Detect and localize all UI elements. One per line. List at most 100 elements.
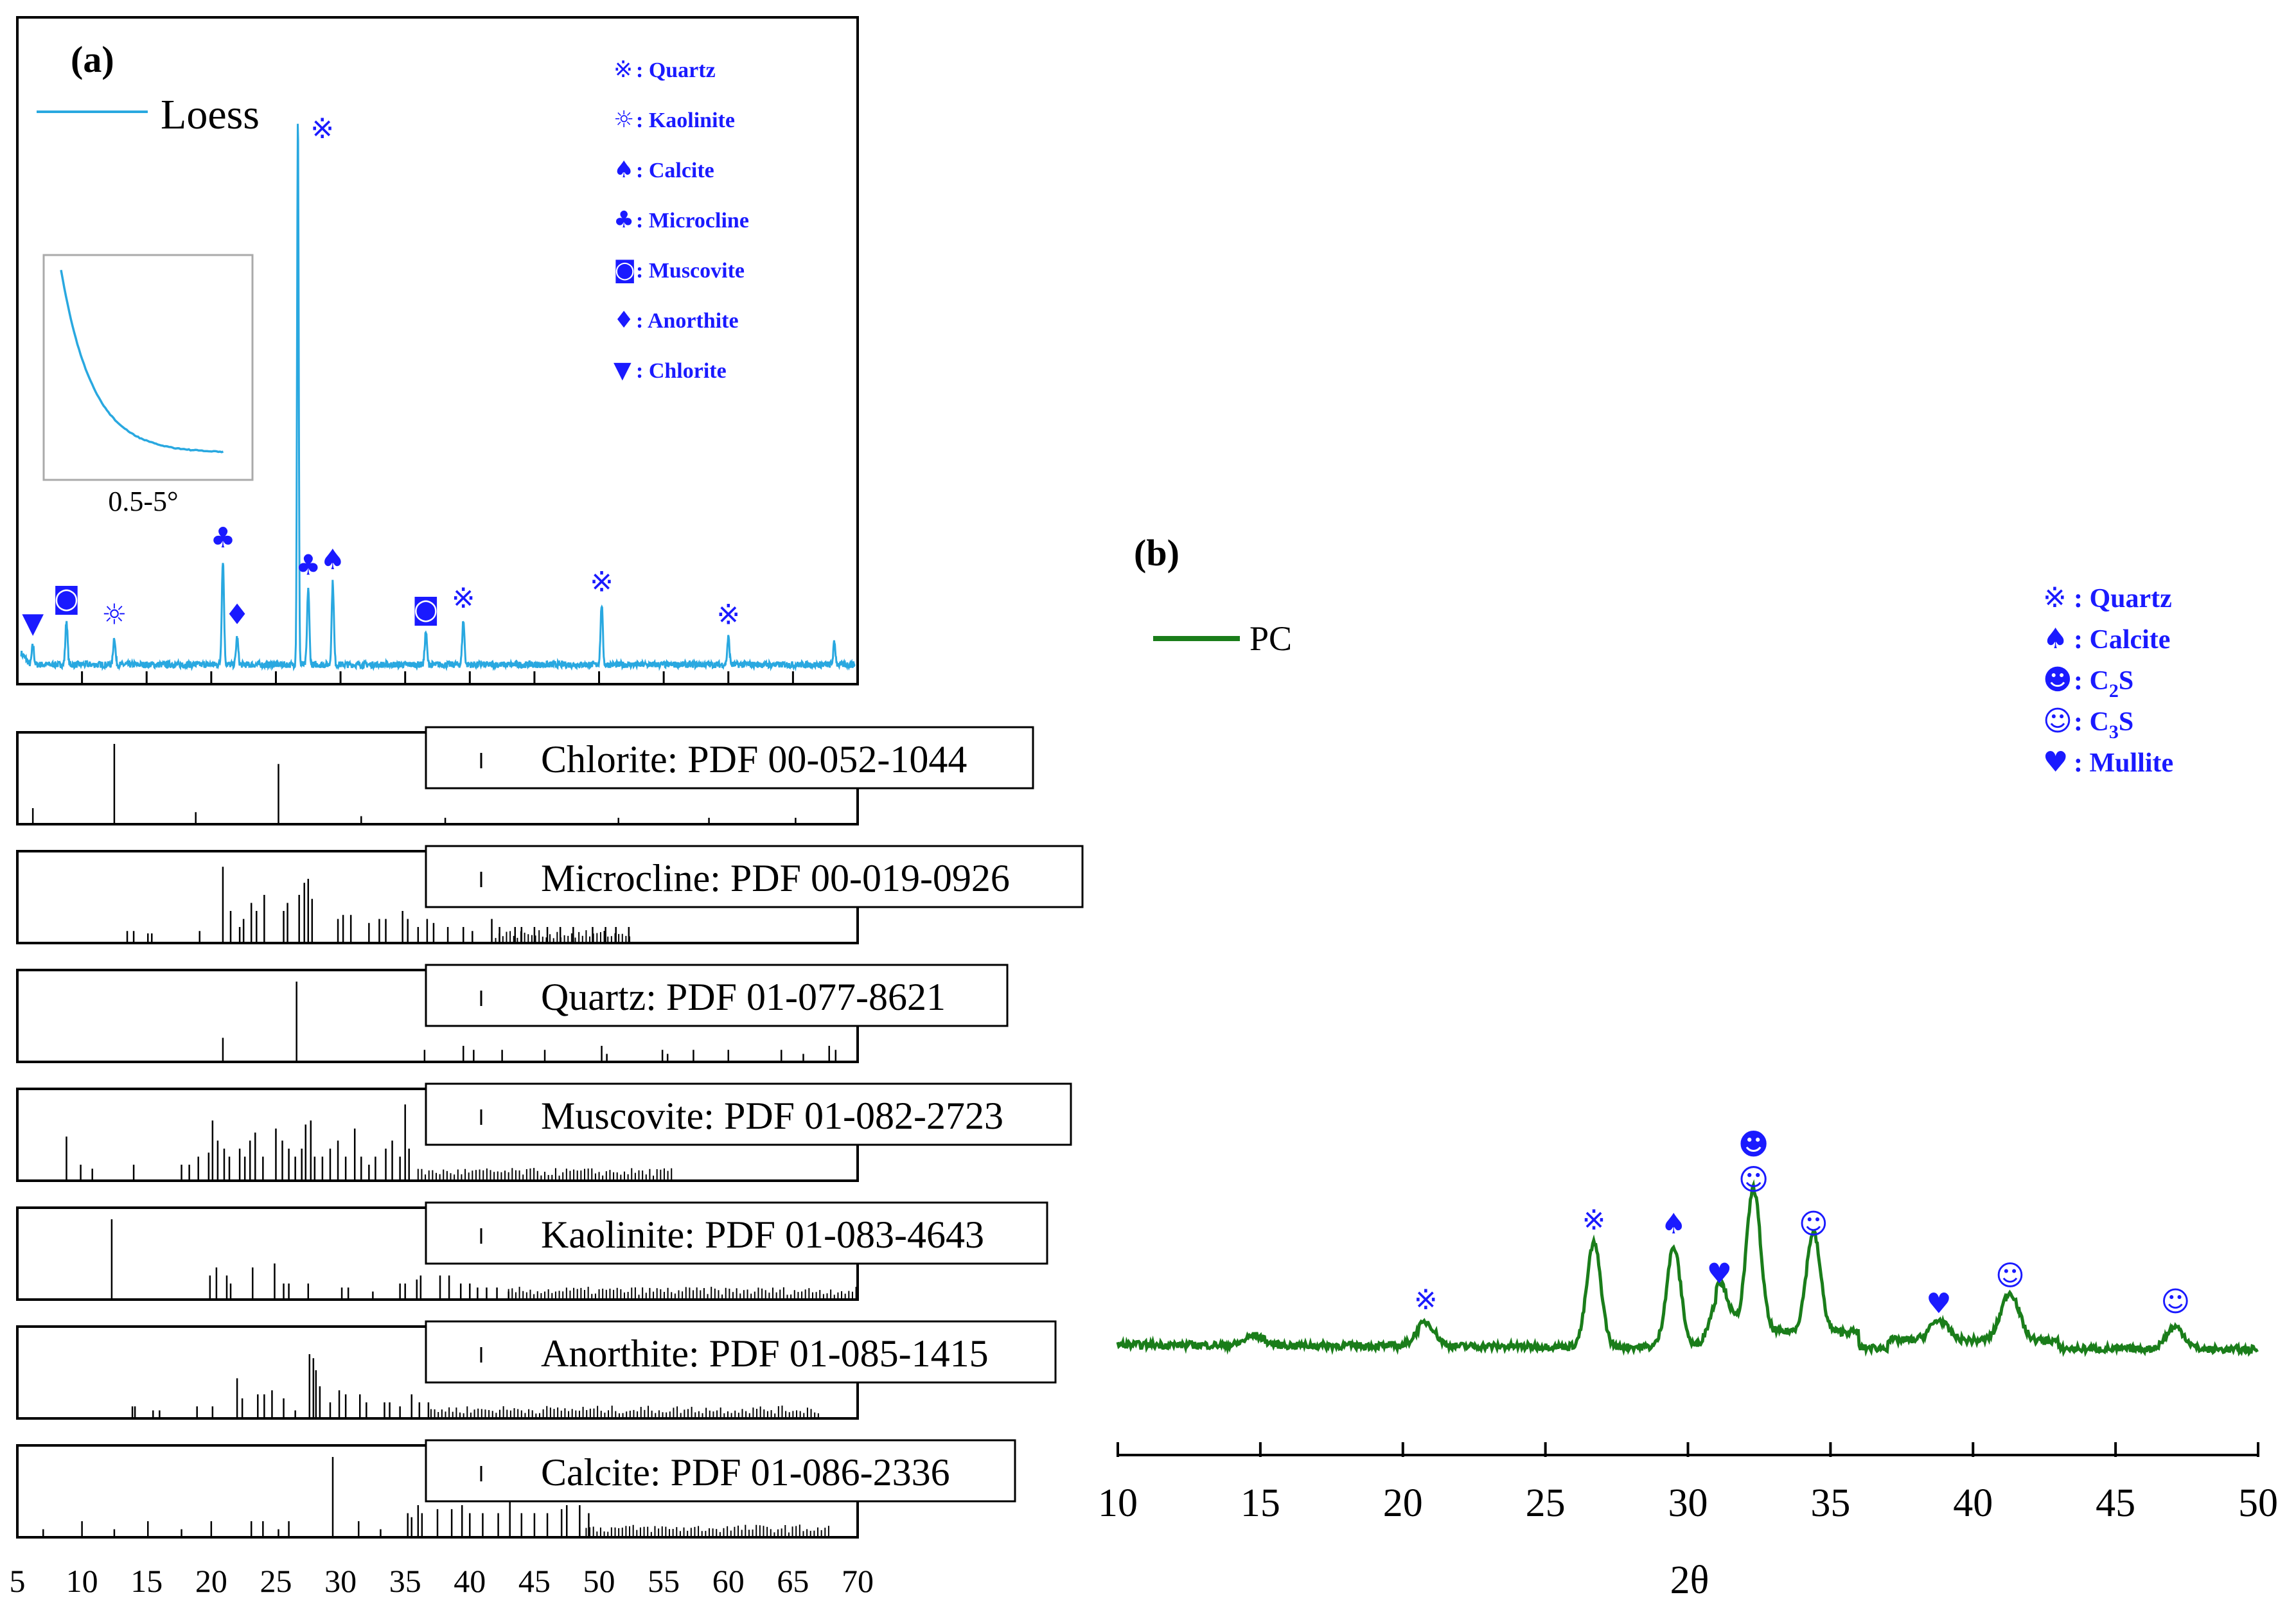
pc-peak-marker-8: ☺ [1995,1260,2025,1293]
pc-legend-symbol-0: ※ [2043,581,2067,614]
loess-legend-text-2: : Calcite [636,159,714,182]
pc-x-tick-label-1: 15 [1241,1481,1280,1525]
loess-legend-text-6: : Chlorite [636,359,727,383]
loess-peak-marker-11: ※ [716,599,740,631]
pc-peak-marker-7: ♥ [1926,1287,1951,1320]
pc-legend-text-1: : Calcite [2074,625,2170,655]
pc-legend-symbol-4: ♥ [2043,746,2068,779]
loess-phase-legend: ※: Quartz ☼: Kaolinite ♠: Calcite ♣: Microc… [614,57,749,384]
ref-x-tick-label-2: 15 [130,1563,163,1599]
pc-legend-text-3: : C3S [2074,707,2133,743]
reference-x-axis: 5 10 15 20 25 30 35 40 45 50 55 60 65 70 [10,1563,874,1599]
loess-peak-marker-6: ♣ [296,549,321,582]
ref-panel-2: Quartz: PDF 01-077-8621 [16,964,1009,1063]
ref-panel-6: Calcite: PDF 01-086-2336 [16,1439,1016,1539]
ref-x-tick-label-7: 40 [454,1563,486,1599]
pc-peak-marker-9: ☺ [2160,1285,2190,1318]
inset-label: 0.5-5° [108,486,178,517]
loess-peak-marker-5: ※ [310,112,334,145]
loess-peak-marker-1: ◙ [53,582,80,615]
ref-label-text-3: Muscovite: PDF 01-082-2723 [541,1095,1003,1137]
ref-label-text-2: Quartz: PDF 01-077-8621 [541,976,946,1018]
pc-peak-marker-6: ☺ [1799,1208,1828,1240]
pc-x-axis: 10 15 20 25 30 35 40 45 50 [1098,1442,2278,1525]
pc-peak-marker-c2s: ☻ [1738,1127,1769,1161]
pc-legend-text-2: : C2S [2074,666,2133,702]
ref-label-box-4 [425,1201,1048,1265]
loess-legend-label: Loess [161,91,260,138]
pc-peak-marker-c3s: ☺ [1738,1162,1769,1197]
pc-peak-marker-2: ※ [1582,1204,1606,1237]
ref-x-tick-label-10: 55 [648,1563,680,1599]
ref-x-tick-label-5: 30 [324,1563,357,1599]
loess-series-line [20,123,856,672]
ref-label-text-0: Chlorite: PDF 00-052-1044 [541,738,967,781]
ref-panel-0: Chlorite: PDF 00-052-1044 [16,726,1034,825]
ref-label-box-3 [425,1082,1072,1146]
ref-label-text-6: Calcite: PDF 01-086-2336 [541,1451,950,1494]
inset-frame [42,254,254,481]
loess-legend-symbol-1: ☼ [614,107,634,133]
ref-label-box-1 [425,845,1084,908]
pc-legend-symbol-1: ♠ [2043,622,2068,655]
ref-x-tick-label-3: 20 [195,1563,227,1599]
ref-label-text-1: Microcline: PDF 00-019-0926 [541,857,1010,899]
pc-x-tick-label-0: 10 [1098,1481,1138,1525]
loess-peak-marker-3: ♣ [210,522,235,554]
pc-x-tick-label-3: 25 [1526,1481,1566,1525]
pc-peak-marker-3: ♠ [1661,1208,1686,1240]
loess-legend-text-0: : Quartz [636,58,716,82]
pc-legend-symbol-2: ☻ [2043,664,2072,696]
loess-peak-marker-4: ♦ [224,599,249,631]
panel-a-label: (a) [71,39,114,80]
ref-panel-1: Microcline: PDF 00-019-0926 [16,845,1084,944]
loess-legend-symbol-2: ♠ [614,157,634,183]
loess-x-ticks [16,671,859,684]
pc-legend-label: PC [1250,619,1292,658]
pc-x-tick-label-8: 50 [2238,1481,2278,1525]
ref-label-box-2 [425,964,1009,1027]
pc-phase-legend: ※: Quartz♠: Calcite☻: C2S☺: C3S♥: Mullit… [2043,581,2173,779]
loess-legend-symbol-3: ♣ [614,207,634,233]
loess-peak-marker-9: ※ [452,582,475,615]
ref-panel-5: Anorthite: PDF 01-085-1415 [16,1320,1057,1420]
loess-legend-symbol-6: ▼ [614,357,631,384]
ref-label-text-5: Anorthite: PDF 01-085-1415 [541,1332,989,1375]
ref-x-tick-label-0: 5 [10,1563,26,1599]
inset-curve [60,269,224,454]
pc-legend-text-4: : Mullite [2074,748,2173,778]
ref-x-tick-label-1: 10 [66,1563,98,1599]
ref-label-text-4: Kaolinite: PDF 01-083-4643 [541,1213,984,1256]
ref-label-box-6 [425,1439,1016,1503]
pc-legend-symbol-3: ☺ [2043,705,2072,737]
panel-b-label: (b) [1134,532,1179,574]
loess-legend-symbol-4: ◙ [614,257,636,283]
ref-panel-4: Kaolinite: PDF 01-083-4643 [16,1201,1048,1301]
pc-x-tick-label-2: 20 [1383,1481,1423,1525]
loess-peak-marker-10: ※ [590,565,614,598]
loess-legend-text-5: : Anorthite [636,309,739,333]
loess-peak-marker-2: ☼ [102,599,127,631]
loess-peak-marker-7: ♠ [320,543,345,576]
ref-x-tick-label-6: 35 [389,1563,421,1599]
pc-x-tick-label-6: 40 [1953,1481,1993,1525]
panel-a: (a) Loess 0.5-5° ※: Quartz☼: Kaolinite♠:… [10,16,1084,1599]
pc-peak-markers: ※※ ♠♥☻☺☺♥☺☺ [1414,1127,2190,1320]
loess-peak-marker-8: ◙ [412,593,440,626]
reference-panels: Chlorite: PDF 00-052-1044 Microcline: PDF… [16,726,1084,1539]
pc-peak-marker-4: ♥ [1707,1258,1732,1291]
panel-b: (b) PC ※: Quartz♠: Calcite☻: C2S☺: C3S♥:… [1098,532,2278,1602]
pc-x-tick-label-7: 45 [2096,1481,2135,1525]
pc-peak-marker-1: ※ [1414,1284,1438,1316]
pc-series-line [1116,1179,2259,1357]
ref-label-box-0 [425,726,1034,790]
pc-legend-text-0: : Quartz [2074,584,2172,613]
pc-x-axis-label: 2θ [1670,1558,1709,1602]
ref-x-tick-label-11: 60 [712,1563,745,1599]
ref-x-tick-label-4: 25 [260,1563,292,1599]
ref-x-tick-label-9: 50 [583,1563,615,1599]
loess-legend-text-3: : Microcline [636,209,749,233]
loess-plot-frame [16,16,859,685]
loess-peak-markers: ▼◙☼♣♦※♣♠◙ ※※※ [22,112,740,639]
